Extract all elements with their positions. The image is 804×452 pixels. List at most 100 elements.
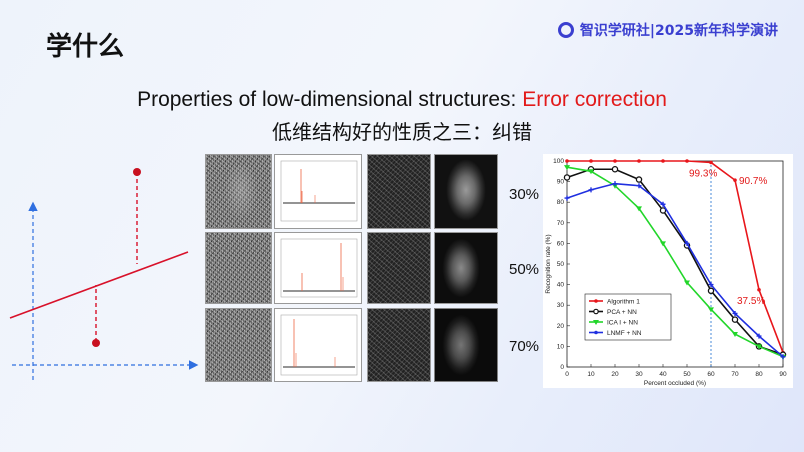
data-point [756,344,762,350]
data-point [635,176,643,183]
data-point [612,183,618,189]
y-tick-label: 90 [557,179,565,186]
data-point [637,159,641,163]
coefficient-plot-50 [274,232,362,304]
coefficient-plot-30 [274,154,362,229]
y-tick-label: 80 [557,199,565,206]
legend-label: PCA + NN [607,309,637,316]
logo-icon [557,22,574,38]
recovered-face-50 [434,232,498,304]
legend-marker [593,308,599,315]
y-tick-label: 100 [553,158,564,165]
occluded-image-70 [205,308,272,382]
data-point [684,280,690,286]
x-tick-label: 60 [707,371,715,378]
low-dim-diagram [9,168,199,380]
data-label: 90.7% [739,176,767,187]
data-point [780,354,786,360]
x-axis-label: Percent occluded (%) [644,380,706,387]
data-point [636,183,642,189]
x-tick-label: 30 [635,371,643,378]
slide-subtitle: 低维结构好的性质之三：纠错 [272,120,532,144]
error-image-70 [367,308,431,382]
occlusion-label-70: 70% [509,338,540,355]
data-point [589,159,593,163]
y-tick-label: 40 [557,282,565,289]
data-point [612,181,618,187]
data-point [636,206,642,212]
data-point [732,310,738,316]
occlusion-label-50: 50% [509,261,540,278]
recognition-chart-container: 0 10 20 30 40 50 60 70 80 90 0 10 20 30 40 50 60 70 80 90 10… [543,154,793,388]
data-point [565,159,569,163]
data-point [709,160,713,165]
data-point [707,287,715,295]
data-point [733,178,737,182]
y-tick-label: 50 [557,261,565,268]
recovered-face-30 [434,154,498,229]
error-image-30 [367,154,431,229]
data-point-2 [92,339,100,347]
data-point [564,165,570,171]
x-tick-label: 70 [731,371,739,378]
data-point [731,316,739,323]
y-tick-label: 70 [557,220,565,227]
data-point [660,201,666,207]
data-point [708,307,714,313]
data-point [732,332,738,338]
data-point [685,159,689,163]
y-tick-label: 0 [560,364,564,371]
legend-marker [594,299,598,303]
coefficient-plot-70 [274,308,362,382]
x-tick-label: 20 [611,371,619,378]
series-line-4 [566,182,784,358]
data-point [564,195,570,201]
headline-prefix: Properties of low-dimensional structures… [137,88,523,111]
subspace-line [9,251,189,319]
occluded-image-30 [205,154,272,229]
series-line-3 [566,166,784,358]
y-tick-label: 20 [557,323,565,330]
legend-label: Algorithm 1 [607,298,640,305]
page-title: 学什么 [46,32,125,62]
data-point [613,159,617,163]
occlusion-label-30: 30% [509,186,540,203]
data-point [659,207,667,214]
y-tick-label: 30 [557,302,565,309]
data-point [563,174,571,181]
data-label: 37.5% [737,296,765,307]
legend-marker [593,320,599,325]
y-axis-label: Recognition rate (%) [545,234,552,293]
x-tick-label: 10 [587,371,595,378]
data-point [588,187,594,193]
headline-highlight: Error correction [522,88,667,111]
legend-marker [594,330,598,335]
occluded-image-50 [205,232,272,304]
data-point [684,240,690,246]
recovered-face-70 [434,308,498,382]
legend-label: ICA I + NN [607,319,638,326]
error-image-50 [367,232,431,304]
y-tick-label: 10 [557,343,565,350]
data-point [757,287,761,292]
x-tick-label: 50 [683,371,691,378]
data-point [588,169,594,175]
data-point [661,159,665,163]
recognition-chart: 0 10 20 30 40 50 60 70 80 90 0 10 20 30 40 50 60 70 80 90 10… [545,158,787,387]
data-point [611,165,619,173]
series-line-1 [567,160,784,353]
data-point-1 [133,168,141,176]
data-point [756,333,762,339]
legend-label: LNMF + NN [607,330,642,337]
data-label: 99.3% [689,168,717,179]
y-tick-label: 60 [557,240,565,247]
x-tick-label: 80 [755,371,763,378]
data-point [660,241,666,247]
brand-logo: 智识学研社|2025新年科学演讲 [557,20,778,40]
series-line-2 [566,168,784,356]
slide-headline: Properties of low-dimensional structures… [0,88,804,112]
x-tick-label: 0 [565,371,569,378]
logo-text: 智识学研社|2025新年科学演讲 [579,23,778,39]
data-point [708,282,714,288]
x-tick-label: 40 [659,371,667,378]
